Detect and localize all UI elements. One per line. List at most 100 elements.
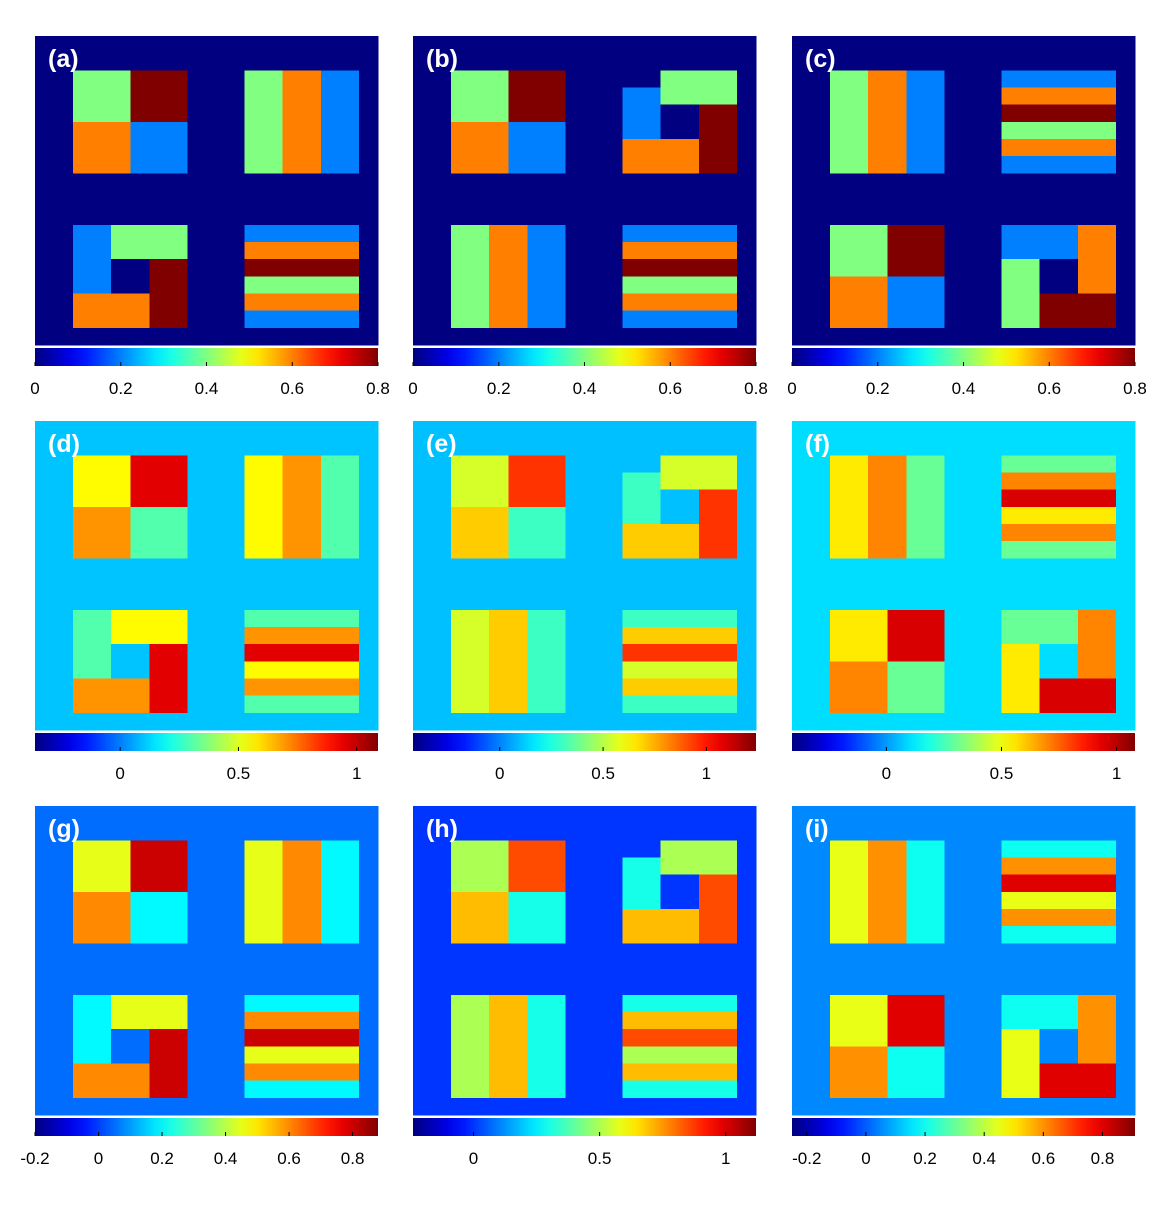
heatmap-cell	[584, 558, 605, 577]
heatmap-cell	[451, 678, 471, 697]
heatmap-cell	[225, 891, 246, 910]
heatmap-cell	[849, 53, 869, 71]
heatmap-cell	[54, 909, 74, 927]
heatmap-cell	[263, 857, 284, 876]
heatmap-cell	[811, 994, 831, 1013]
heatmap-cell	[546, 472, 567, 491]
heatmap-cell	[1077, 874, 1098, 893]
heatmap-cell	[168, 276, 189, 295]
heatmap-cell	[508, 575, 528, 594]
heatmap-cell	[358, 242, 379, 260]
heatmap-cell	[206, 857, 227, 876]
heatmap-cell	[508, 644, 528, 662]
heatmap-cell	[432, 524, 452, 542]
heatmap-cell	[432, 1063, 452, 1082]
heatmap-cell	[1077, 455, 1098, 474]
heatmap-cell	[982, 489, 1003, 508]
heatmap-cell	[244, 70, 265, 89]
heatmap-cell	[944, 276, 965, 295]
heatmap-cell	[168, 823, 189, 841]
heatmap-cell	[887, 1080, 907, 1099]
heatmap-cell	[111, 207, 131, 226]
heatmap-cell	[206, 472, 227, 491]
heatmap-cell	[168, 36, 189, 54]
heatmap-cell	[868, 327, 888, 346]
heatmap-cell	[432, 259, 452, 277]
heatmap-cell	[698, 190, 719, 209]
heatmap-cell	[603, 70, 624, 89]
heatmap-cell	[263, 472, 284, 491]
colorbar-tick-label: 0.4	[972, 1149, 996, 1168]
heatmap-cell	[584, 575, 605, 594]
heatmap-cell	[187, 190, 208, 209]
heatmap-cell	[811, 327, 831, 346]
heatmap-cell	[1096, 592, 1117, 611]
heatmap-cell	[92, 909, 112, 927]
heatmap-cell	[906, 489, 926, 508]
heatmap-cell	[811, 857, 831, 876]
heatmap-cell	[54, 1097, 74, 1116]
heatmap-cell	[1020, 1097, 1041, 1116]
heatmap-cell	[906, 173, 926, 192]
heatmap-cell	[263, 276, 284, 295]
heatmap-cell	[887, 87, 907, 106]
heatmap-cell	[982, 558, 1003, 577]
heatmap-cell	[660, 455, 681, 474]
heatmap-cell	[508, 857, 528, 876]
heatmap-cell	[925, 609, 946, 628]
heatmap-cell	[432, 609, 452, 628]
heatmap-cell	[830, 421, 850, 439]
heatmap-cell	[830, 121, 850, 140]
heatmap-cell	[451, 909, 471, 927]
heatmap-cell	[811, 661, 831, 680]
heatmap-cell	[111, 1029, 131, 1047]
heatmap-cell	[622, 960, 643, 979]
heatmap-cell	[1115, 695, 1136, 714]
heatmap-cell	[584, 36, 605, 54]
heatmap-cell	[925, 310, 946, 329]
heatmap-cell	[1039, 455, 1060, 474]
heatmap-cell	[830, 695, 850, 714]
heatmap-cell	[660, 121, 681, 140]
heatmap-cell	[641, 327, 662, 346]
heatmap-cell	[868, 943, 888, 962]
heatmap-cell	[470, 327, 490, 346]
heatmap-cell	[736, 960, 757, 979]
heatmap-cell	[149, 87, 169, 106]
heatmap-cell	[944, 823, 965, 841]
heatmap-cell	[944, 891, 965, 910]
heatmap-cell	[622, 207, 643, 226]
heatmap-cell	[660, 857, 681, 876]
heatmap-cell	[263, 506, 284, 525]
heatmap-cell	[489, 609, 509, 628]
heatmap-cell	[508, 121, 528, 140]
heatmap-cell	[811, 489, 831, 508]
heatmap-cell	[603, 489, 624, 508]
heatmap-cell	[1020, 190, 1041, 209]
heatmap-cell	[1077, 190, 1098, 209]
heatmap-cell	[432, 857, 452, 876]
heatmap-cell	[792, 541, 812, 559]
heatmap-cell	[1096, 874, 1117, 893]
heatmap-cell	[1077, 524, 1098, 542]
heatmap-cell	[282, 874, 303, 893]
heatmap-cell	[35, 977, 55, 996]
heatmap-cell	[339, 926, 360, 944]
heatmap-cell	[111, 506, 131, 525]
heatmap-cell	[527, 276, 547, 295]
heatmap-cell	[887, 173, 907, 192]
panel: (c)0 0.2 0.4 0.6 0.8	[787, 36, 1147, 398]
heatmap-cell	[92, 139, 112, 157]
heatmap-cell	[698, 960, 719, 979]
heatmap-cell	[1096, 644, 1117, 662]
heatmap-cell	[149, 242, 169, 260]
heatmap-cell	[1020, 695, 1041, 714]
heatmap-cell	[73, 857, 93, 876]
heatmap-cell	[906, 276, 926, 295]
heatmap-cell	[187, 857, 208, 876]
heatmap-cell	[887, 53, 907, 71]
heatmap-cell	[736, 695, 757, 714]
colorbar-tick-label: 0	[861, 1149, 870, 1168]
heatmap-cell	[1096, 541, 1117, 559]
heatmap-cell	[792, 293, 812, 312]
